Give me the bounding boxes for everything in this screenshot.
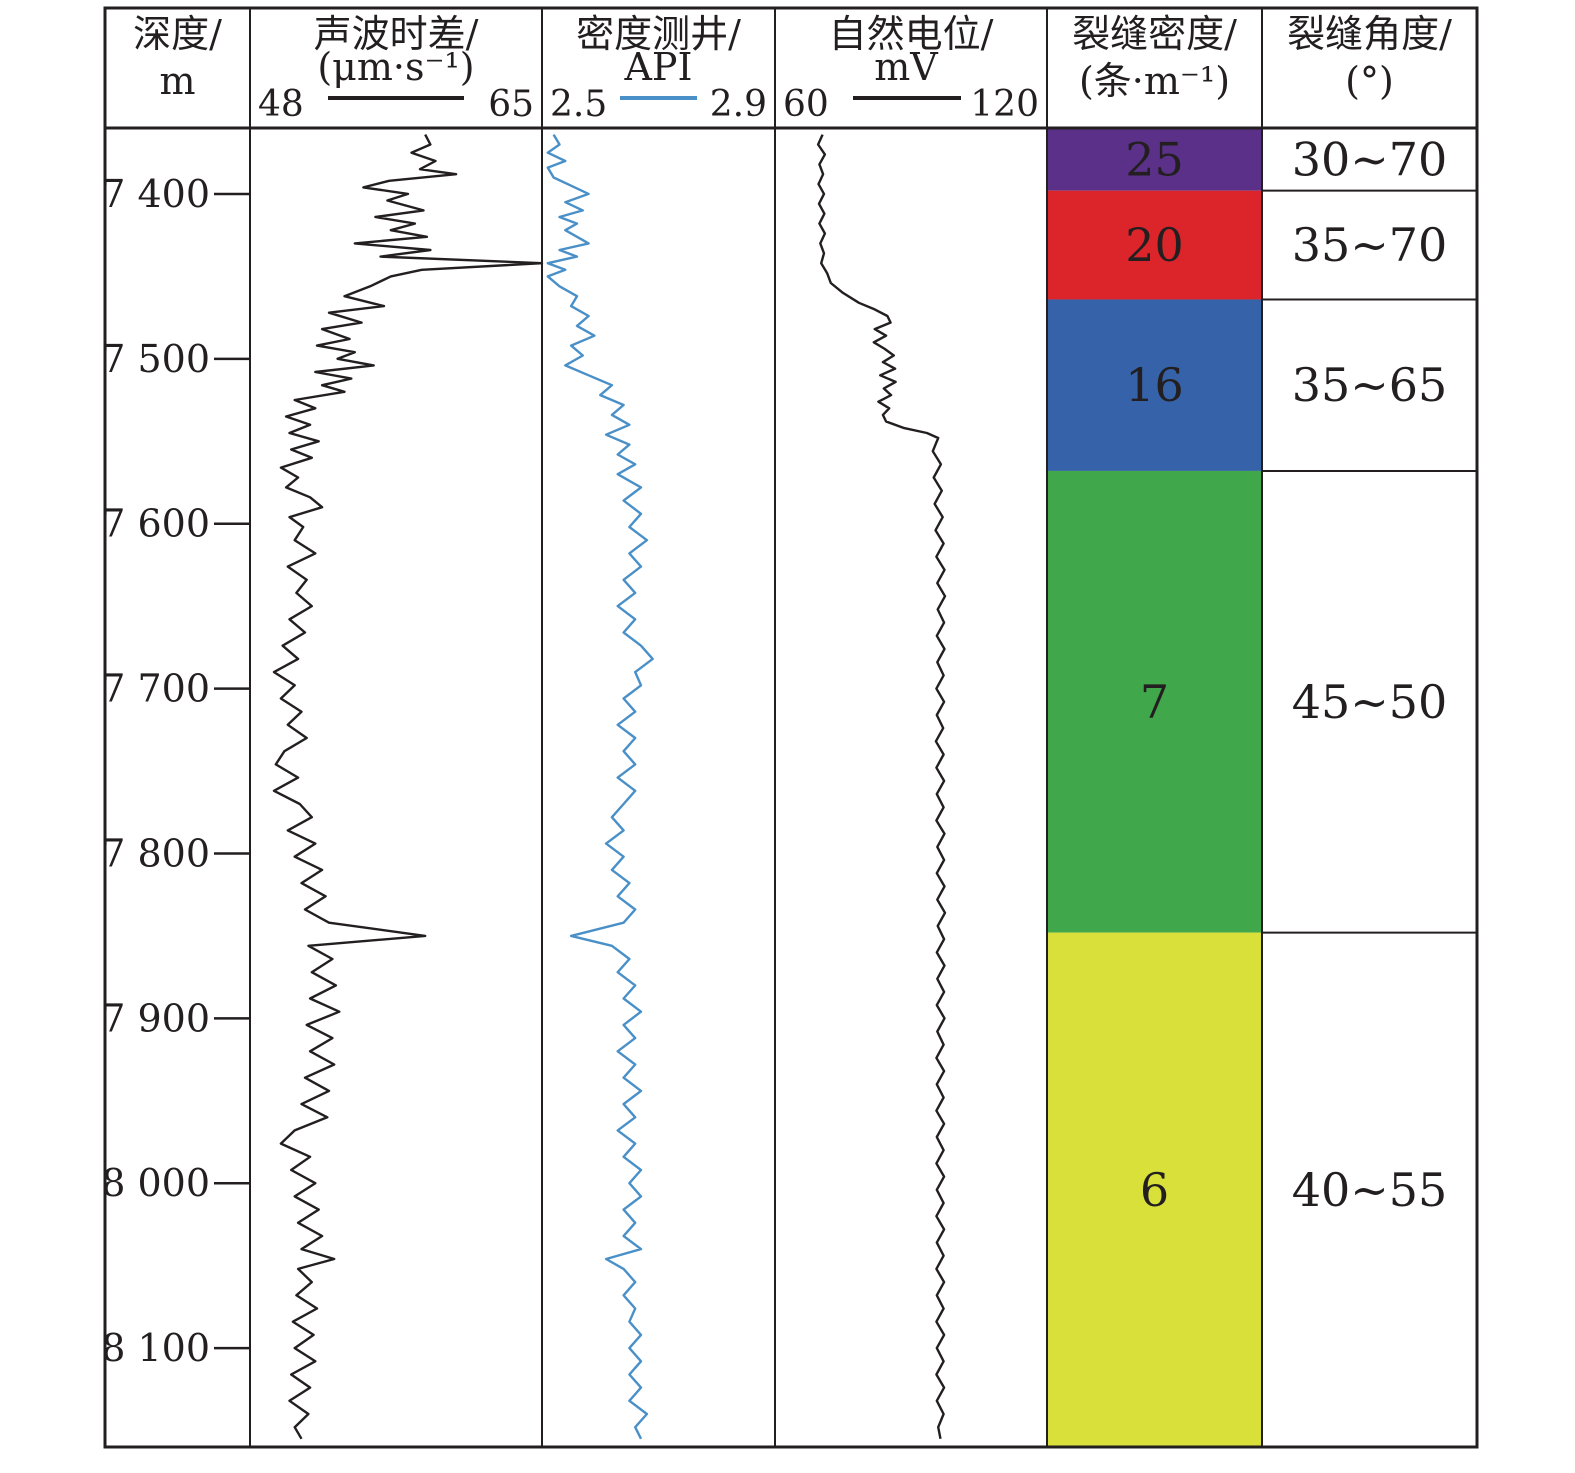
fracture-density-zone-4 xyxy=(1047,932,1262,1447)
depth-tick-label: 7 900 xyxy=(101,996,210,1040)
track-title: 自然电位/ xyxy=(829,12,994,56)
track-curve-0 xyxy=(272,134,544,1440)
depth-header-unit: m xyxy=(159,59,195,103)
fracture-angle-title: 裂缝角度/ xyxy=(1287,12,1452,56)
depth-tick-label: 8 000 xyxy=(101,1161,210,1205)
fracture-density-value: 20 xyxy=(1125,218,1184,272)
depth-tick-label: 8 100 xyxy=(101,1326,210,1370)
track-title: 密度测井/ xyxy=(576,12,741,56)
fracture-density-zone-0 xyxy=(1047,128,1262,191)
fracture-angle-value: 45~50 xyxy=(1292,675,1448,729)
track-curve-1 xyxy=(546,133,654,1440)
fracture-density-title: 裂缝密度/ xyxy=(1072,12,1237,56)
fracture-density-zone-1 xyxy=(1047,190,1262,300)
depth-tick-label: 7 800 xyxy=(101,831,210,875)
fracture-angle-value: 40~55 xyxy=(1292,1163,1448,1217)
track-scale-max: 2.9 xyxy=(710,84,767,125)
depth-tick-label: 7 500 xyxy=(101,337,210,381)
depth-tick-label: 7 400 xyxy=(101,172,210,216)
depth-header-title: 深度/ xyxy=(133,12,222,56)
fracture-density-unit: (条·m⁻¹) xyxy=(1079,59,1230,103)
track-title: 声波时差/ xyxy=(314,12,479,56)
fracture-angle-value: 35~65 xyxy=(1292,358,1448,412)
fracture-density-value: 25 xyxy=(1125,132,1184,186)
track-unit: API xyxy=(623,45,692,89)
track-scale-max: 65 xyxy=(488,84,534,125)
track-scale-max: 120 xyxy=(970,84,1039,125)
track-scale-min: 48 xyxy=(258,84,304,125)
fracture-density-zone-3 xyxy=(1047,470,1262,933)
track-unit: mV xyxy=(874,45,938,89)
fracture-density-value: 6 xyxy=(1140,1163,1169,1217)
track-scale-min: 60 xyxy=(783,84,829,125)
fracture-angle-unit: (°) xyxy=(1345,59,1394,103)
fracture-density-value: 16 xyxy=(1125,358,1184,412)
track-curve-2 xyxy=(816,134,947,1440)
fracture-angle-value: 30~70 xyxy=(1292,132,1448,186)
fracture-angle-value: 35~70 xyxy=(1292,218,1448,272)
log-frame xyxy=(103,6,1479,1449)
fracture-density-value: 7 xyxy=(1140,675,1169,729)
track-scale-min: 2.5 xyxy=(550,84,607,125)
depth-tick-label: 7 600 xyxy=(101,502,210,546)
fracture-density-zone-2 xyxy=(1047,299,1262,471)
depth-tick-label: 7 700 xyxy=(101,667,210,711)
track-unit: (μm·s⁻¹) xyxy=(317,45,474,89)
